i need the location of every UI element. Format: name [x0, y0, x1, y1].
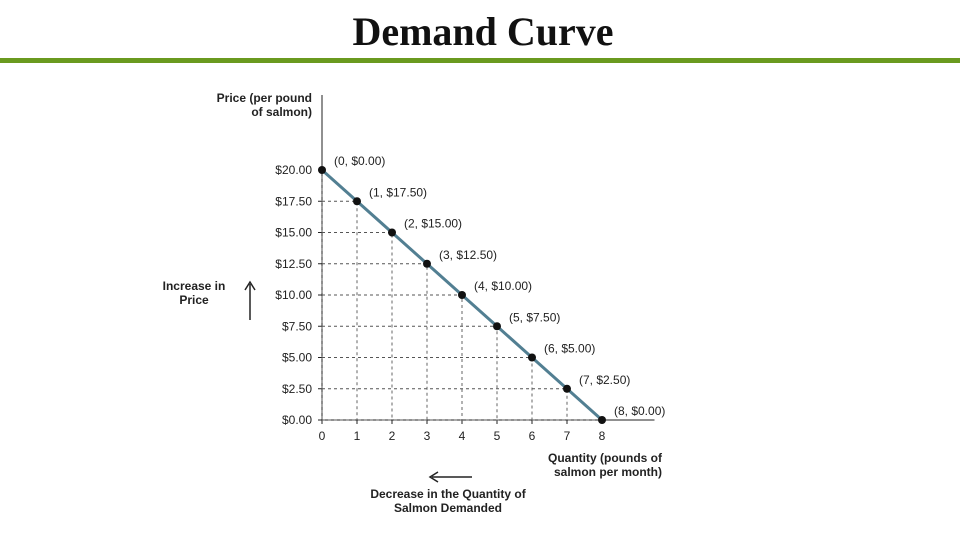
point-label: (1, $17.50) — [369, 185, 427, 199]
y-tick-label: $12.50 — [275, 257, 312, 271]
y-tick-label: $5.00 — [282, 351, 312, 365]
point — [423, 259, 431, 268]
y-tick-label: $20.00 — [275, 163, 312, 177]
point-label: (3, $12.50) — [439, 248, 497, 262]
point-label: (0, $0.00) — [334, 154, 385, 168]
y-axis-title-line: of salmon) — [251, 105, 312, 119]
drop-line — [322, 263, 428, 420]
x-note: Decrease in the Quantity of Salmon Demand… — [370, 487, 526, 515]
x-note-line: Decrease in the Quantity of — [370, 487, 526, 501]
x-note-line: Salmon Demanded — [394, 501, 502, 515]
point-label: (5, $7.50) — [509, 310, 560, 324]
point — [353, 197, 361, 206]
point — [598, 416, 606, 424]
y-note-line: Increase in — [163, 279, 226, 293]
y-note-line: Price — [179, 293, 209, 307]
drop-line — [322, 325, 498, 420]
point-label: (4, $10.00) — [474, 279, 532, 293]
drop-line — [322, 200, 358, 420]
point — [388, 228, 396, 237]
point-label: (7, $2.50) — [579, 373, 630, 387]
y-tick-label: $2.50 — [282, 382, 312, 396]
drop-line — [322, 388, 568, 420]
x-tick-label: 1 — [354, 429, 361, 443]
slide-title: Demand Curve — [352, 9, 613, 54]
x-axis-title: Quantity (pounds of salmon per month) — [548, 451, 663, 479]
drop-line — [322, 232, 393, 420]
y-tick-label: $7.50 — [282, 319, 312, 333]
x-tick-label: 7 — [564, 429, 571, 443]
x-tick-label: 2 — [389, 429, 396, 443]
x-axis-title-line: salmon per month) — [554, 465, 662, 479]
y-tick-label: $0.00 — [282, 413, 312, 427]
y-axis-title: Price (per pound of salmon) — [217, 91, 312, 119]
x-tick-label: 3 — [424, 429, 431, 443]
x-tick-label: 8 — [599, 429, 606, 443]
up-arrow-head — [244, 280, 256, 291]
x-tick-label: 5 — [494, 429, 501, 443]
x-axis-title-line: Quantity (pounds of — [548, 451, 663, 465]
x-tick-label: 0 — [319, 429, 326, 443]
y-note: Increase in Price — [163, 279, 226, 307]
point-label: (6, $5.00) — [544, 342, 595, 356]
x-tick-label: 6 — [529, 429, 536, 443]
y-tick-label: $10.00 — [275, 288, 312, 302]
y-tick-label: $17.50 — [275, 194, 312, 208]
y-tick-label: $15.00 — [275, 226, 312, 240]
x-tick-label: 4 — [459, 429, 466, 443]
point-label: (8, $0.00) — [614, 404, 665, 418]
point — [528, 353, 536, 362]
point-label: (2, $15.00) — [404, 217, 462, 231]
left-arrow-head — [428, 471, 439, 483]
point — [458, 291, 466, 299]
point — [563, 384, 571, 393]
title-rule — [0, 58, 960, 63]
point — [493, 322, 501, 331]
y-axis-title-line: Price (per pound — [217, 91, 312, 105]
point — [318, 166, 326, 174]
